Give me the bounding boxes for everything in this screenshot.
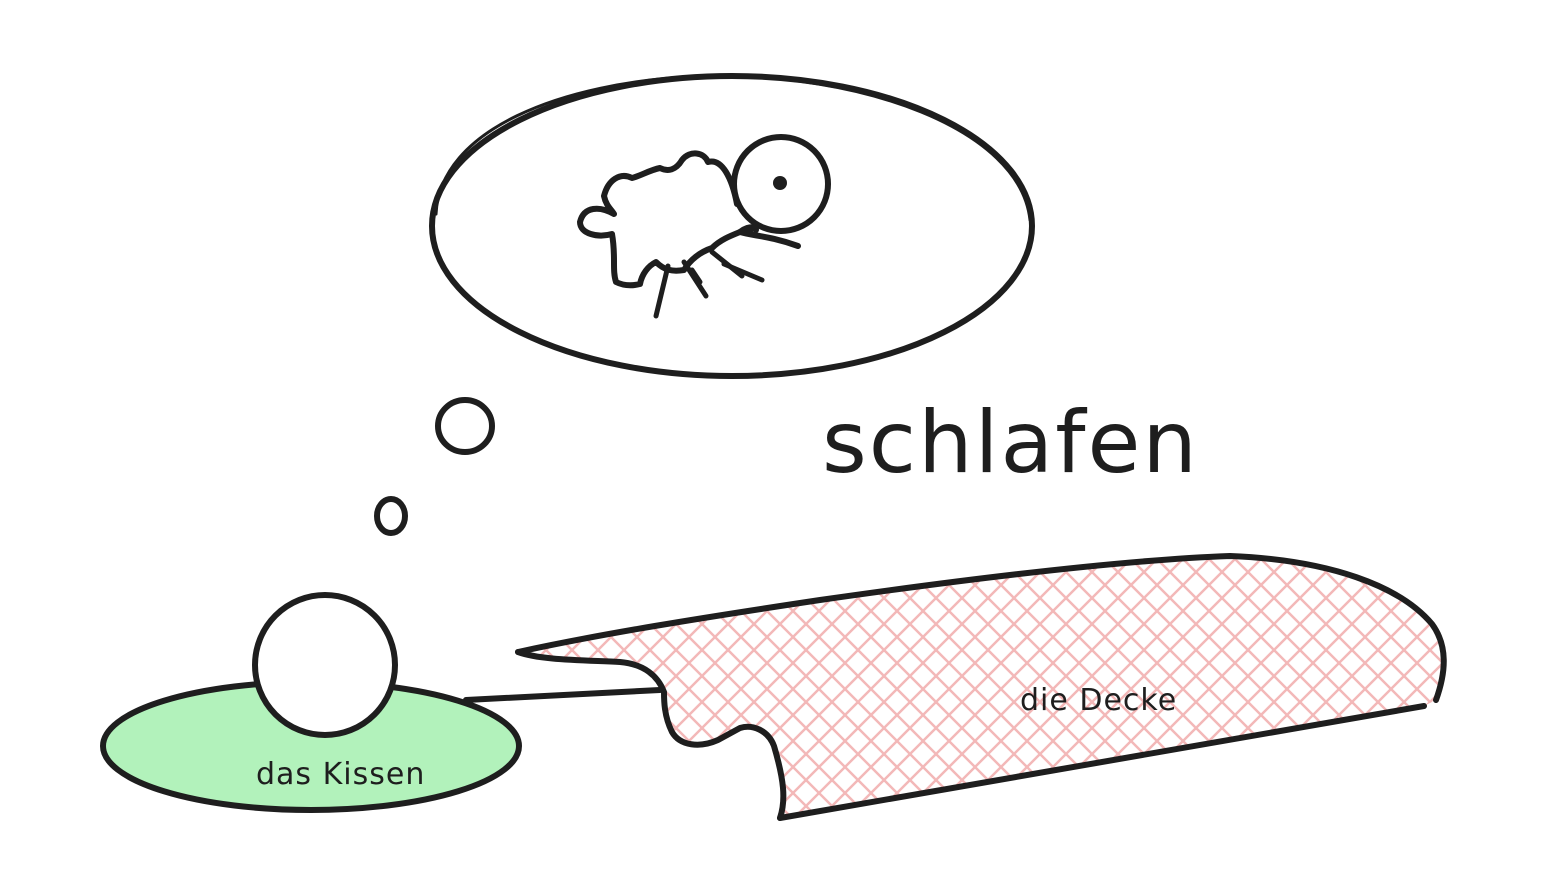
sheep-icon [577,134,831,319]
title-schlafen: schlafen [822,393,1199,493]
label-decke: die Decke [1020,683,1177,718]
blanket-icon [463,553,1447,821]
thought-bubble-icon [374,73,1035,536]
label-kissen: das Kissen [256,757,425,792]
head-icon [252,592,398,738]
